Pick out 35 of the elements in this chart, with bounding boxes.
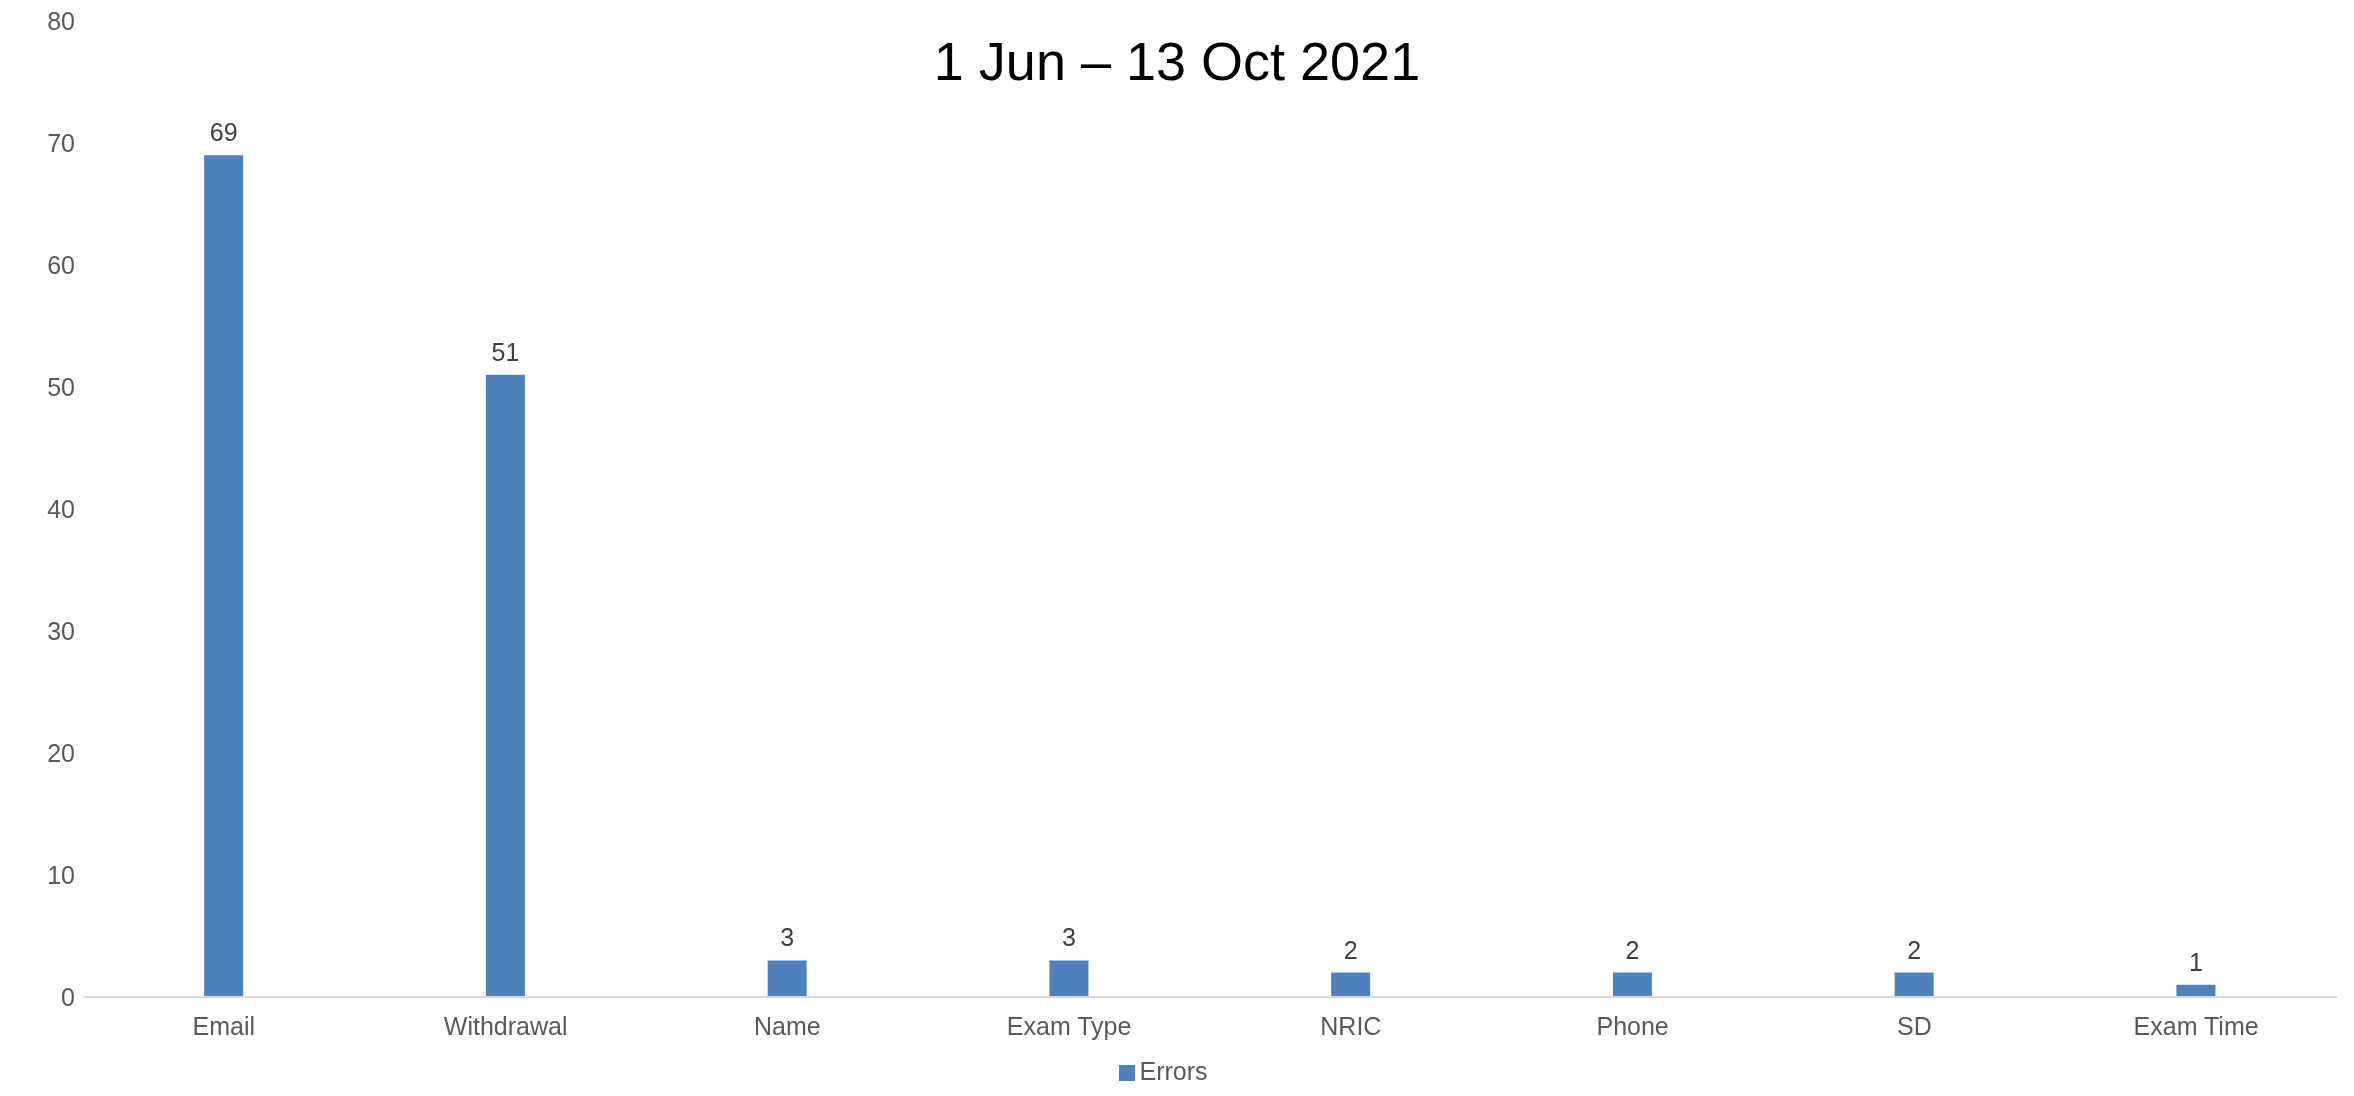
- bar: [2176, 984, 2216, 997]
- y-tick-label: 40: [47, 494, 75, 523]
- data-label: 2: [1625, 935, 1640, 964]
- data-label: 1: [2188, 947, 2203, 976]
- bar: [1894, 972, 1934, 997]
- x-tick-label: Email: [192, 1011, 256, 1040]
- bar: [1331, 972, 1371, 997]
- data-label: 3: [1061, 923, 1076, 952]
- chart-title: 1 Jun – 13 Oct 2021: [933, 31, 1421, 91]
- y-tick-label: 60: [47, 250, 75, 279]
- legend-label: Errors: [1139, 1057, 1208, 1085]
- y-tick-label: 70: [47, 128, 75, 157]
- bar: [1612, 972, 1652, 997]
- y-tick-label: 10: [47, 860, 75, 889]
- data-label: 2: [1907, 935, 1922, 964]
- x-tick-label: Name: [754, 1011, 821, 1040]
- x-tick-label: NRIC: [1320, 1011, 1382, 1040]
- y-tick-label: 50: [47, 372, 75, 401]
- y-tick-label: 0: [61, 982, 75, 1011]
- x-tick-label: Exam Type: [1006, 1011, 1132, 1040]
- x-tick-label: Withdrawal: [443, 1011, 568, 1040]
- data-label: 51: [491, 337, 520, 366]
- data-label: 3: [780, 923, 795, 952]
- x-tick-label: Exam Time: [2133, 1011, 2259, 1040]
- x-tick-label: Phone: [1596, 1011, 1669, 1040]
- y-tick-label: 30: [47, 616, 75, 645]
- x-tick-label: SD: [1897, 1011, 1932, 1040]
- bar: [204, 155, 244, 997]
- y-tick-label: 20: [47, 738, 75, 767]
- bar: [485, 374, 525, 997]
- data-label: 2: [1343, 935, 1358, 964]
- bar: [1049, 960, 1089, 997]
- bar: [767, 960, 807, 997]
- data-label: 69: [209, 118, 238, 147]
- y-tick-label: 80: [47, 6, 75, 35]
